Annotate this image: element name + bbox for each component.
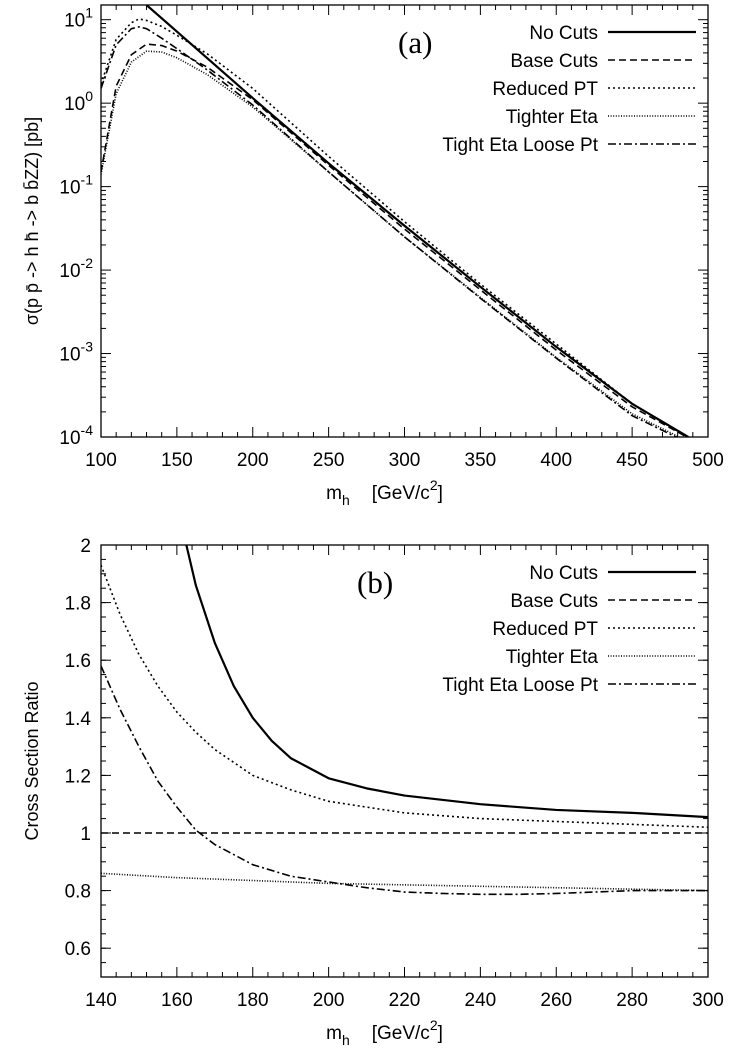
legend-label: Reduced PT: [492, 79, 598, 100]
y-axis-label: σ(p p̄ -> h h̄ -> b b̄ZZ) [pb]: [22, 117, 42, 325]
y-tick-label: 10-3: [59, 339, 93, 366]
x-tick-label: 240: [465, 990, 497, 1011]
y-tick-label: 2: [80, 536, 91, 557]
y-tick-label: 101: [64, 5, 93, 32]
series-line-reduced-pt: [101, 564, 708, 829]
y-tick-label: 1.2: [65, 766, 91, 787]
y-tick-label: 10-2: [59, 255, 93, 282]
plot-frame: [100, 4, 709, 438]
series-group: [101, 545, 708, 896]
legend-label: Base Cuts: [510, 591, 598, 612]
x-tick-label: 200: [313, 990, 345, 1011]
y-tick-label: 1.8: [65, 594, 91, 615]
legend-label: No Cuts: [529, 23, 598, 44]
x-axis-label: mh [GeV/c2]: [326, 477, 443, 508]
x-tick-label: 160: [161, 990, 193, 1011]
y-tick-label: 1: [80, 824, 91, 845]
series-line-reduced-pt: [101, 18, 688, 437]
x-tick-label: 200: [237, 450, 269, 471]
series-line-no-cuts: [145, 5, 689, 437]
y-tick-label: 1.4: [65, 709, 92, 730]
legend-label: Tight Eta Loose Pt: [442, 675, 598, 696]
panel-label: (a): [398, 25, 432, 60]
x-tick-label: 500: [692, 450, 724, 471]
legend-label: No Cuts: [529, 563, 598, 584]
x-tick-label: 280: [616, 990, 648, 1011]
x-tick-label: 350: [465, 450, 497, 471]
x-tick-label: 100: [85, 450, 117, 471]
y-tick-label: 0.6: [65, 939, 91, 960]
y-tick-label: 100: [64, 88, 93, 115]
series-group: [101, 5, 689, 437]
x-tick-label: 150: [161, 450, 193, 471]
panel-a: 100 150 200 250 300 350 400 450 500 10-4 10-3 10-2 1…: [22, 4, 724, 508]
x-tick-label: 300: [389, 450, 421, 471]
x-tick-label: 450: [616, 450, 648, 471]
x-tick-label: 400: [540, 450, 572, 471]
x-tick-label: 300: [692, 990, 724, 1011]
legend-label: Reduced PT: [492, 619, 598, 640]
legend: No Cuts Base Cuts Reduced PT Tighter Eta Tig…: [442, 563, 696, 696]
y-tick-label: 0.8: [65, 882, 91, 903]
panel-b: 140 160 180 200 220 240 260 280 300 0.6 0.8 1 1.2 1.4…: [22, 536, 724, 1048]
series-line-tight-eta-loose-pt: [101, 26, 677, 437]
legend: No Cuts Base Cuts Reduced PT Tighter Eta Tig…: [442, 23, 696, 156]
legend-label: Tight Eta Loose Pt: [442, 135, 598, 156]
x-tick-label: 260: [540, 990, 572, 1011]
x-tick-label: 220: [389, 990, 421, 1011]
panel-label: (b): [357, 565, 393, 600]
y-tick-label: 1.6: [65, 651, 91, 672]
series-line-tighter-eta: [101, 872, 708, 892]
y-tick-label: 10-4: [59, 422, 93, 449]
legend-label: Base Cuts: [510, 51, 598, 72]
x-tick-label: 180: [237, 990, 269, 1011]
legend-label: Tighter Eta: [506, 647, 599, 668]
legend-label: Tighter Eta: [506, 107, 599, 128]
x-axis-label: mh [GeV/c2]: [326, 1017, 443, 1048]
x-tick-label: 250: [313, 450, 345, 471]
y-axis-label: Cross Section Ratio: [22, 681, 42, 840]
x-tick-label: 140: [85, 990, 117, 1011]
y-tick-label: 10-1: [59, 172, 93, 199]
plot-frame: [100, 544, 709, 978]
series-line-no-cuts: [185, 545, 708, 819]
series-line-base-cuts: [101, 43, 688, 437]
series-line-tight-eta-loose-pt: [101, 665, 708, 896]
